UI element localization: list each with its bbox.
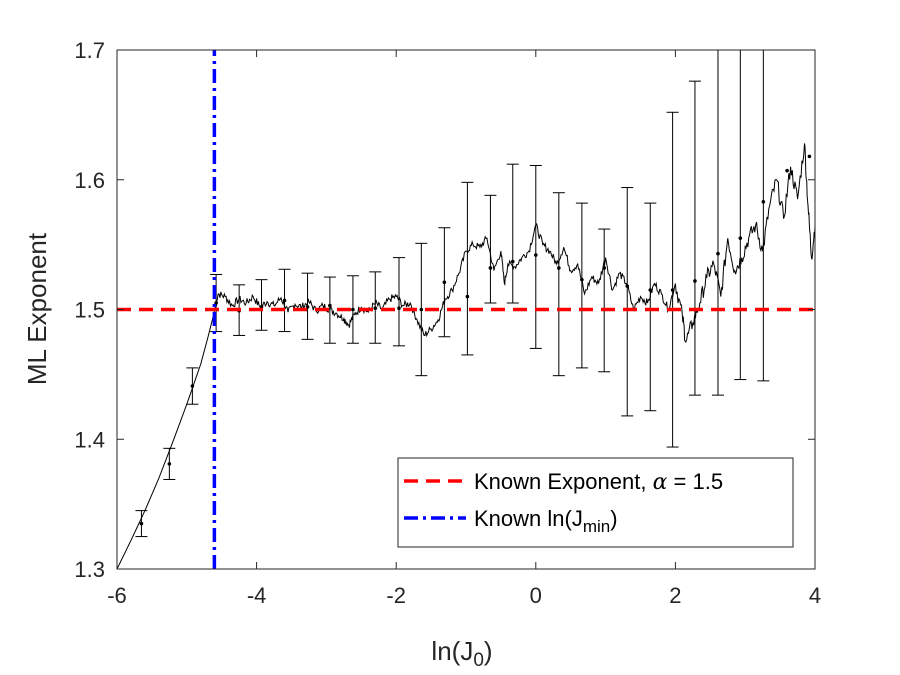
error-bar-point — [328, 303, 332, 308]
error-bar-point — [442, 280, 447, 285]
error-bar-point — [167, 462, 172, 466]
error-bar-point — [214, 301, 218, 305]
error-bar-point — [351, 307, 355, 312]
error-bar-point — [807, 154, 812, 159]
error-bar — [346, 275, 359, 344]
x-axis-ticks: -6 -4 -2 0 2 4 — [107, 50, 821, 608]
error-bar-point — [397, 306, 401, 311]
error-bar-point — [419, 307, 424, 312]
error-bar — [484, 194, 497, 304]
error-bar-point — [625, 284, 630, 288]
error-bar — [529, 164, 542, 349]
error-bar — [757, 50, 770, 382]
y-axis-ticks: 1.3 1.4 1.5 1.6 1.7 — [74, 38, 815, 582]
error-bar-point — [139, 521, 144, 526]
error-bar — [552, 192, 565, 377]
error-bar — [621, 187, 634, 417]
error-bar-point — [373, 306, 378, 311]
error-bar — [785, 168, 789, 173]
y-tick-label: 1.5 — [74, 298, 105, 323]
x-tick-label: 2 — [669, 583, 681, 608]
error-bar — [392, 257, 405, 347]
x-tick-label: -4 — [247, 583, 267, 608]
error-bar-point — [488, 266, 493, 270]
error-bar — [415, 242, 428, 377]
ml-exponent-series — [116, 143, 816, 570]
x-axis-label: ln(J0) — [431, 636, 492, 671]
error-bar — [734, 50, 747, 381]
error-bar-point — [670, 288, 675, 292]
error-bar-point — [510, 259, 515, 264]
legend-box — [397, 457, 794, 548]
error-bar-point — [534, 253, 538, 257]
error-bar — [688, 80, 701, 396]
error-bar — [807, 154, 812, 159]
error-bar — [323, 276, 336, 344]
x-tick-label: -6 — [107, 583, 127, 608]
error-bar-point — [648, 288, 653, 292]
x-axis-label-subscript: 0 — [473, 650, 484, 671]
error-bar-point — [190, 384, 195, 388]
legend: Known Exponent, α = 1.5 Known ln(Jmin) — [397, 457, 794, 548]
x-tick-label: 4 — [809, 583, 821, 608]
error-bar-point — [716, 251, 720, 256]
error-bar-point — [761, 200, 766, 204]
error-bar-point — [785, 168, 789, 173]
error-bar — [278, 268, 291, 333]
x-tick-label: 0 — [530, 583, 542, 608]
legend-label-known-jmin: Known ln(Jmin) — [474, 506, 618, 536]
error-bar — [666, 111, 679, 448]
error-bar — [135, 510, 148, 538]
reference-lines — [117, 50, 815, 569]
error-bar-point — [738, 236, 743, 240]
error-bar-point — [465, 294, 470, 299]
error-bar-point — [557, 266, 561, 270]
error-bar — [438, 227, 451, 338]
error-bar — [461, 181, 474, 356]
error-bar-point — [580, 277, 584, 282]
error-bar-point — [282, 298, 287, 303]
y-tick-label: 1.3 — [74, 557, 105, 582]
error-bar — [506, 163, 519, 304]
error-bar — [186, 367, 199, 405]
error-bars — [135, 50, 812, 538]
error-bar — [598, 228, 611, 373]
error-bar — [301, 272, 314, 340]
ml-exponent-line — [116, 143, 816, 570]
error-bar — [644, 202, 657, 412]
error-bar — [711, 50, 724, 396]
error-bar-point — [602, 266, 607, 270]
error-bar — [163, 447, 176, 480]
y-tick-label: 1.6 — [74, 168, 105, 193]
y-tick-label: 1.7 — [74, 38, 105, 63]
y-tick-label: 1.4 — [74, 427, 105, 452]
x-tick-label: -2 — [386, 583, 406, 608]
error-bar — [575, 202, 588, 369]
legend-label-known-exponent: Known Exponent, α = 1.5 — [474, 469, 723, 495]
y-axis-label: ML Exponent — [22, 232, 52, 385]
error-bar — [369, 271, 382, 344]
error-bar-point — [693, 279, 697, 283]
